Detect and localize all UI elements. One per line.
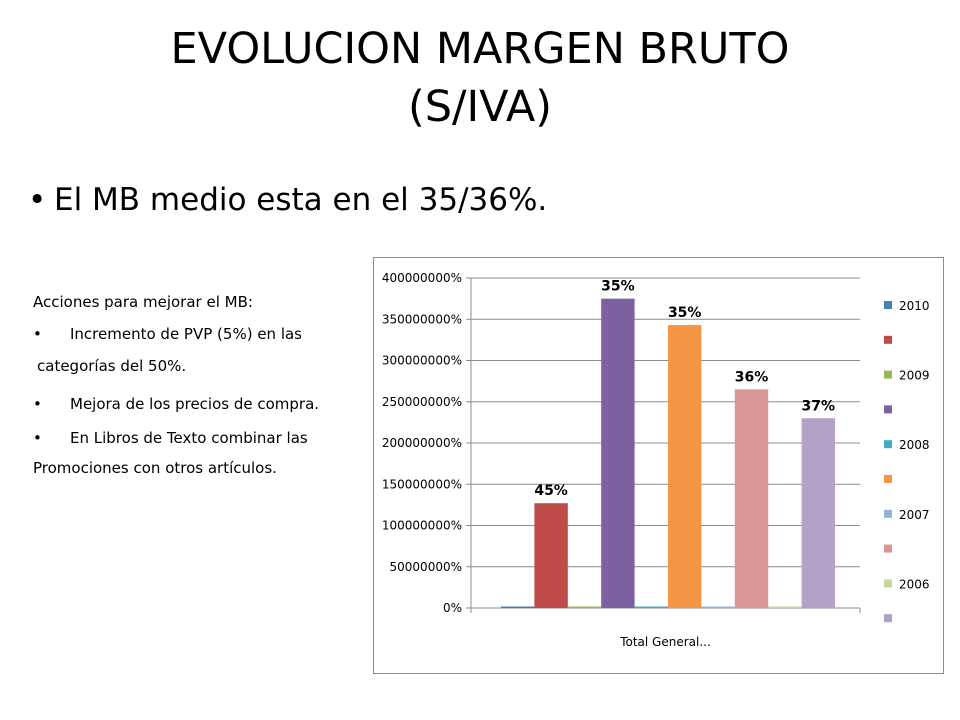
- y-tick-label: 0%: [443, 601, 462, 615]
- legend-swatch: [884, 614, 892, 623]
- notes-item-3-text: En Libros de Texto combinar las: [70, 429, 308, 447]
- bullet-dot-icon: •: [28, 182, 47, 218]
- data-label: 45%: [534, 483, 568, 499]
- legend-swatch: [884, 301, 892, 309]
- notes-item-1-cont: categorías del 50%.: [37, 357, 187, 375]
- bar: [634, 606, 668, 608]
- legend-swatch: [884, 475, 892, 483]
- legend-swatch: [884, 405, 892, 414]
- chart-frame: 0% 50000000% 100000000% 150000000% 200000000…: [373, 257, 944, 674]
- legend-swatch: [884, 509, 892, 518]
- y-tick-label: 300000000%: [382, 354, 462, 368]
- legend-swatch: [884, 370, 892, 379]
- notes-heading: Acciones para mejorar el MB:: [33, 293, 253, 311]
- y-tick-label: 350000000%: [382, 312, 462, 326]
- main-bullet: • El MB medio esta en el 35/36%.: [28, 178, 547, 222]
- data-label: 37%: [802, 398, 836, 414]
- bar: [601, 298, 635, 608]
- y-tick-label: 50000000%: [390, 560, 462, 574]
- slide-title-line1: EVOLUCION MARGEN BRUTO: [170, 24, 790, 74]
- x-category-label: Total General...: [619, 635, 711, 649]
- y-tick-label: 150000000%: [382, 477, 462, 491]
- y-tick-label: 100000000%: [382, 519, 462, 533]
- legend-swatch: [884, 579, 892, 588]
- slide-title-line2: (S/IVA): [407, 82, 553, 132]
- bullet-dot-icon: •: [33, 395, 42, 413]
- y-tick-label: 250000000%: [382, 395, 462, 409]
- legend-label: 2010: [899, 299, 930, 313]
- y-tick-label: 200000000%: [382, 436, 462, 450]
- y-tick-label: 400000000%: [382, 271, 462, 285]
- bar: [734, 389, 769, 608]
- notes-item-3-cont: Promociones con otros artículos.: [33, 459, 277, 477]
- legend-label: 2006: [899, 577, 930, 591]
- legend-swatch: [884, 440, 892, 449]
- bar: [567, 606, 602, 608]
- data-label: 35%: [668, 305, 702, 321]
- legend-label: 2009: [899, 369, 930, 383]
- bullet-dot-icon: •: [33, 325, 42, 343]
- bar: [801, 418, 835, 608]
- bar: [668, 325, 702, 608]
- bar: [534, 503, 568, 608]
- legend-label: 2007: [899, 508, 930, 522]
- slide-title: EVOLUCION MARGEN BRUTO (S/IVA): [0, 20, 960, 136]
- legend-swatch: [884, 544, 892, 553]
- bar-chart: 0% 50000000% 100000000% 150000000% 200000000…: [382, 271, 930, 649]
- bar: [701, 606, 735, 608]
- data-label: 36%: [735, 369, 769, 385]
- main-bullet-text: El MB medio esta en el 35/36%.: [54, 182, 548, 218]
- bar: [768, 606, 802, 608]
- notes-item-1-text: Incremento de PVP (5%) en las: [70, 325, 303, 343]
- legend-label: 2008: [899, 438, 930, 452]
- bar: [501, 606, 535, 608]
- notes-item-2-text: Mejora de los precios de compra.: [70, 395, 320, 413]
- data-label: 35%: [601, 279, 635, 295]
- bullet-dot-icon: •: [33, 429, 42, 447]
- legend-swatch: [884, 335, 892, 344]
